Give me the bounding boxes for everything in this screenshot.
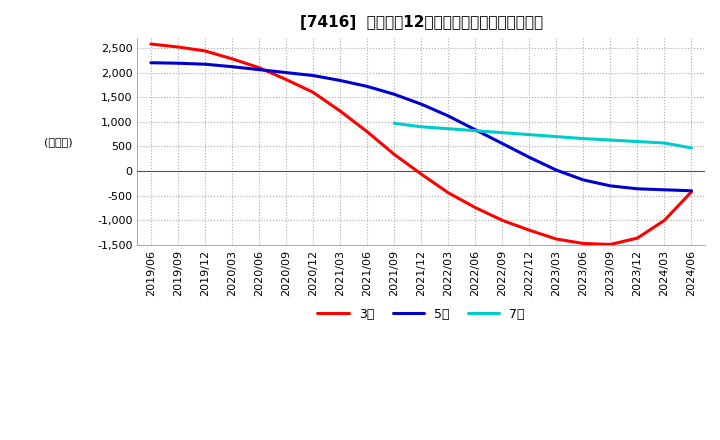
7年 — [498, 130, 507, 136]
Line: 3年: 3年 — [151, 44, 691, 245]
Title: [7416]  経常利益12か月移動合計の平均値の推移: [7416] 経常利益12か月移動合計の平均値の推移 — [300, 15, 543, 30]
7年 — [417, 124, 426, 129]
3年 — [498, 218, 507, 223]
3年 — [606, 242, 615, 247]
5年 — [471, 127, 480, 132]
3年 — [525, 227, 534, 233]
5年 — [255, 67, 264, 72]
5年 — [228, 64, 236, 70]
5年 — [606, 183, 615, 188]
7年 — [579, 136, 588, 141]
7年 — [633, 139, 642, 144]
7年 — [606, 137, 615, 143]
3年 — [390, 152, 398, 157]
7年 — [687, 145, 696, 150]
7年 — [660, 140, 669, 146]
5年 — [579, 177, 588, 183]
3年 — [147, 41, 156, 47]
3年 — [282, 77, 290, 82]
Y-axis label: (百万円): (百万円) — [44, 136, 73, 147]
5年 — [174, 61, 182, 66]
5年 — [363, 84, 372, 89]
3年 — [363, 129, 372, 134]
Line: 5年: 5年 — [151, 63, 691, 191]
7年 — [444, 126, 453, 132]
3年 — [174, 44, 182, 50]
3年 — [687, 189, 696, 194]
7年 — [525, 132, 534, 137]
5年 — [417, 102, 426, 107]
5年 — [201, 62, 210, 67]
3年 — [228, 56, 236, 62]
3年 — [471, 205, 480, 210]
7年 — [471, 128, 480, 133]
5年 — [147, 60, 156, 66]
5年 — [390, 92, 398, 97]
Legend: 3年, 5年, 7年: 3年, 5年, 7年 — [312, 303, 530, 326]
5年 — [498, 141, 507, 146]
3年 — [579, 241, 588, 246]
7年 — [552, 134, 561, 139]
3年 — [660, 218, 669, 223]
3年 — [309, 90, 318, 95]
3年 — [201, 48, 210, 54]
3年 — [417, 172, 426, 177]
5年 — [633, 186, 642, 191]
5年 — [552, 168, 561, 173]
5年 — [525, 154, 534, 160]
5年 — [660, 187, 669, 192]
Line: 7年: 7年 — [394, 123, 691, 148]
5年 — [336, 78, 344, 83]
7年 — [390, 121, 398, 126]
5年 — [687, 188, 696, 194]
5年 — [282, 70, 290, 75]
3年 — [633, 235, 642, 241]
5年 — [309, 73, 318, 78]
3年 — [336, 108, 344, 114]
3年 — [255, 65, 264, 70]
5年 — [444, 113, 453, 118]
3年 — [552, 236, 561, 242]
3年 — [444, 190, 453, 195]
